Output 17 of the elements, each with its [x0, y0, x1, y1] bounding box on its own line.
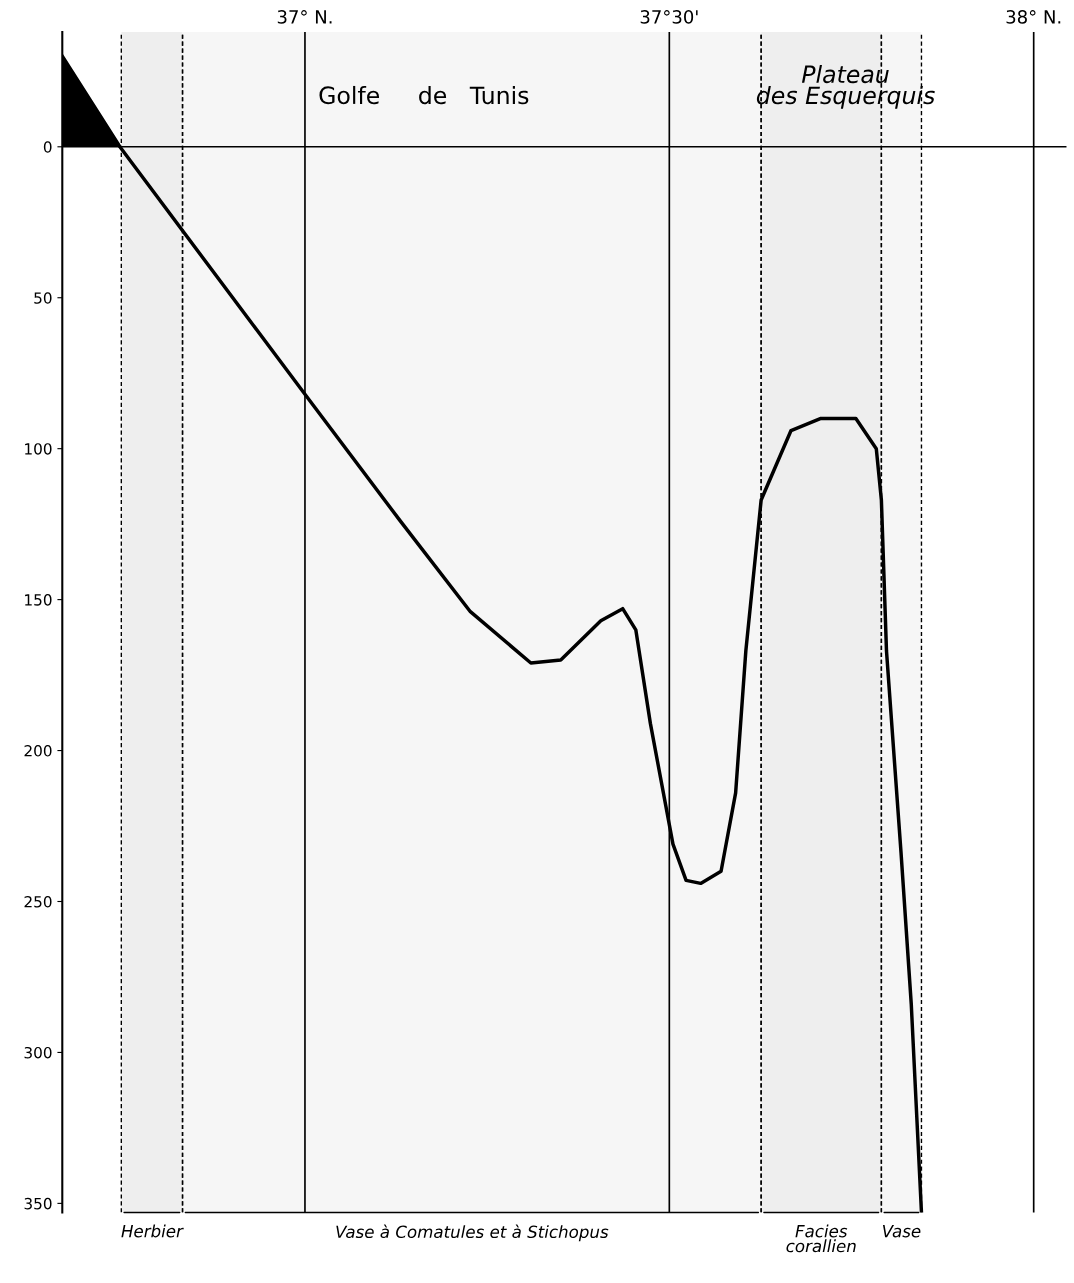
y-tick-label: 100	[25, 443, 52, 455]
y-tick-label: 200	[24, 745, 52, 757]
x-tick-label: 37°30'	[640, 10, 698, 24]
band-label: Facies corallien	[786, 1224, 856, 1253]
y-tick-label: 300	[24, 1046, 52, 1059]
annotation: Plateau des Esquerquis	[756, 64, 935, 109]
y-tick-label: 150	[25, 594, 52, 606]
x-tick-label: 38° N.	[1006, 10, 1061, 24]
band-label: Vase à Comatules et à Stichopus	[336, 1224, 609, 1242]
x-tick-label: 37° N.	[277, 10, 332, 24]
band-label: Vase	[882, 1225, 921, 1238]
y-tick-label: 350	[24, 1197, 52, 1210]
annotation: Golfe de Tunis	[319, 85, 529, 105]
y-tick-label: 0	[43, 141, 52, 153]
y-tick-label: 250	[24, 895, 52, 908]
band-label: Herbier	[121, 1224, 184, 1238]
y-tick-label: 50	[34, 292, 52, 304]
